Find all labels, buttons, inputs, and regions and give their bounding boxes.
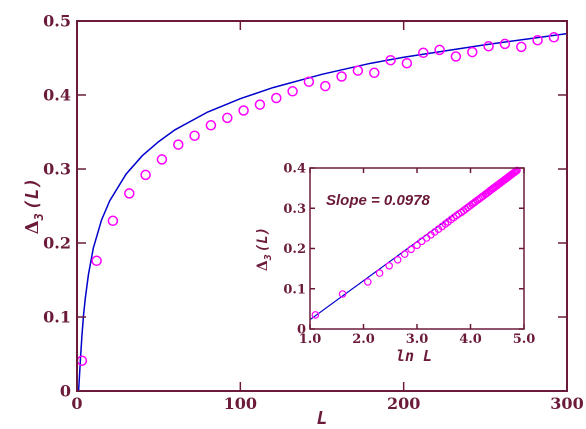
inset-data-point (393, 255, 402, 264)
main-data-point (434, 44, 445, 56)
inset-y-tick-label: 0.3 (283, 202, 306, 217)
inset-data-point (407, 245, 415, 254)
main-data-point (352, 65, 364, 76)
main-x-tick-label: 100 (224, 394, 257, 413)
inset-y-tick-label: 0 (297, 323, 306, 338)
inset-data-point (400, 250, 409, 258)
inset-x-tick-label: 5.0 (513, 332, 536, 347)
inset-ticks-layer: 1.0 2.0 3.0 4.0 5.0 0 0.1 0.2 0.3 0.4 (283, 162, 535, 347)
main-data-point (173, 139, 184, 150)
main-data-point (271, 92, 282, 104)
inset-x-tick-label: 3.0 (406, 332, 429, 347)
main-data-point (238, 105, 249, 116)
main-data-point (467, 46, 478, 58)
main-data-point (189, 130, 200, 141)
main-y-axis-title: Δ3 (L) (22, 178, 46, 235)
main-y-axis-title-tail: (L) (22, 178, 43, 211)
main-data-point (336, 71, 347, 82)
main-data-point (287, 86, 298, 97)
main-data-point (369, 67, 380, 79)
main-data-point (124, 188, 135, 199)
inset-data-point (338, 290, 347, 298)
main-data-point (548, 32, 560, 43)
inset-data-point (311, 311, 320, 319)
inset-data-point (513, 166, 521, 175)
inset-data-point (385, 261, 394, 270)
main-points-layer (76, 32, 560, 366)
main-data-point (222, 112, 233, 124)
main-data-point (532, 34, 543, 46)
main-y-tick-label: 0.2 (43, 234, 71, 253)
main-y-tick-label: 0 (60, 382, 71, 401)
main-data-point (516, 41, 527, 53)
main-data-point (385, 54, 396, 66)
main-y-axis-title-sub: 3 (32, 213, 46, 221)
main-data-point (156, 154, 168, 165)
main-x-tick-label: 0 (71, 394, 82, 413)
main-y-tick-label: 0.5 (43, 12, 71, 31)
inset-plot: 1.0 2.0 3.0 4.0 5.0 0 0.1 0.2 0.3 0.4 Slope = 0.0… (255, 162, 535, 365)
main-data-point (418, 47, 429, 59)
main-data-point (303, 76, 315, 87)
main-data-point (483, 40, 494, 52)
inset-x-tick-label: 4.0 (459, 332, 482, 347)
inset-y-axis-title-symbol: Δ (255, 260, 271, 271)
main-data-point (320, 80, 331, 92)
inset-x-tick-label: 1.0 (299, 332, 322, 347)
main-y-tick-label: 0.3 (43, 160, 71, 179)
main-ticks-layer: 0 100 200 300 0 0.1 0.2 0.3 0.4 0.5 (43, 12, 584, 413)
main-data-point (107, 215, 119, 227)
main-data-point (140, 169, 151, 181)
main-y-tick-label: 0.1 (43, 308, 71, 327)
main-data-point (76, 355, 88, 366)
inset-slope-annotation: Slope = 0.0978 (326, 192, 430, 209)
main-data-point (91, 255, 102, 267)
inset-y-axis-title-sub: 3 (263, 254, 274, 261)
inset-y-axis-title-tail: (L) (255, 227, 271, 252)
main-data-point (254, 99, 266, 110)
main-y-tick-label: 0.4 (43, 86, 71, 105)
main-data-point (499, 38, 511, 50)
inset-y-axis-title: Δ3 (L) (255, 227, 274, 271)
inset-x-tick-label: 2.0 (352, 332, 375, 347)
main-data-point (450, 51, 462, 62)
inset-points-layer (311, 166, 521, 319)
main-data-point (205, 120, 217, 131)
inset-y-tick-label: 0.2 (283, 242, 306, 257)
main-x-axis-title: L (317, 408, 328, 429)
main-x-tick-label: 300 (550, 394, 583, 413)
main-x-tick-label: 200 (387, 394, 420, 413)
inset-data-point (375, 269, 384, 277)
main-y-axis-title-symbol: Δ (22, 220, 43, 234)
inset-data-point (363, 278, 372, 286)
inset-x-axis-title: ln L (396, 347, 432, 365)
inset-data-point (413, 241, 421, 250)
inset-y-tick-label: 0.4 (283, 162, 306, 177)
inset-y-tick-label: 0.1 (283, 282, 306, 297)
main-plot-frame (76, 20, 568, 392)
main-data-point (401, 57, 413, 69)
